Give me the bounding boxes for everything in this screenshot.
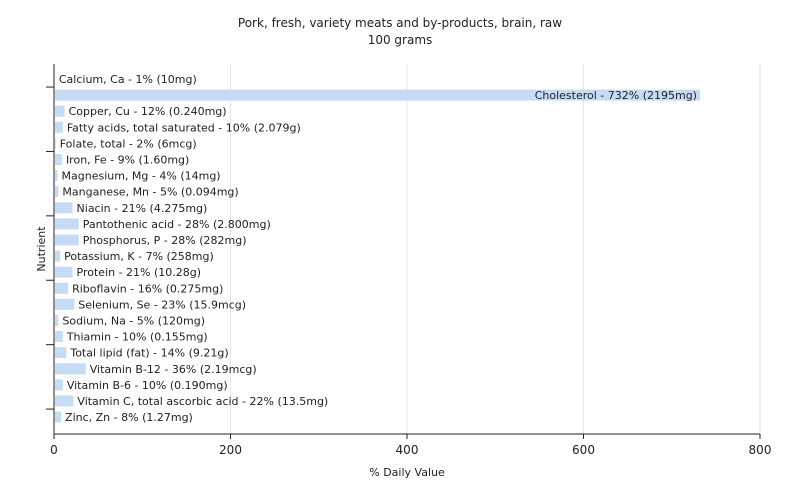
bar xyxy=(55,298,75,310)
bar xyxy=(55,411,62,423)
bar-label: Thiamin - 10% (0.155mg) xyxy=(66,331,208,344)
bar-label: Vitamin C, total ascorbic acid - 22% (13… xyxy=(77,395,328,408)
bar-label: Zinc, Zn - 8% (1.27mg) xyxy=(65,411,193,424)
bar xyxy=(55,266,73,278)
bar xyxy=(55,347,67,359)
bar xyxy=(55,234,79,246)
bar-label: Calcium, Ca - 1% (10mg) xyxy=(59,73,197,86)
chart-title: Pork, fresh, variety meats and by-produc… xyxy=(238,16,562,30)
x-tick-label: 0 xyxy=(50,443,58,457)
bar xyxy=(55,282,69,294)
bar-label: Magnesium, Mg - 4% (14mg) xyxy=(62,170,221,183)
bar xyxy=(55,170,58,182)
x-tick-label: 400 xyxy=(396,443,419,457)
bar-label: Cholesterol - 732% (2195mg) xyxy=(535,89,697,102)
bar-label: Manganese, Mn - 5% (0.094mg) xyxy=(62,186,238,199)
bar xyxy=(55,250,61,262)
bar xyxy=(55,395,74,407)
bar xyxy=(55,363,86,375)
bar-label: Fatty acids, total saturated - 10% (2.07… xyxy=(67,121,301,134)
x-axis-ticks: 0 200 400 600 800 xyxy=(50,434,771,457)
bar-label: Folate, total - 2% (6mcg) xyxy=(60,137,197,150)
y-axis-ticks xyxy=(46,86,54,410)
bar-label: Vitamin B-6 - 10% (0.190mg) xyxy=(67,379,228,392)
bar-label: Potassium, K - 7% (258mg) xyxy=(64,250,214,263)
x-tick-label: 800 xyxy=(749,443,772,457)
bar xyxy=(55,379,63,391)
bar-label: Protein - 21% (10.28g) xyxy=(77,266,202,279)
bar-label: Total lipid (fat) - 14% (9.21g) xyxy=(69,347,228,360)
bar xyxy=(55,89,700,101)
gridlines xyxy=(230,64,761,434)
bar-labels: Calcium, Ca - 1% (10mg) Cholesterol - 732… xyxy=(59,73,697,424)
bar xyxy=(55,121,63,133)
bar-label: Copper, Cu - 12% (0.240mg) xyxy=(69,105,227,118)
bar xyxy=(55,186,59,198)
bar-label: Vitamin B-12 - 36% (2.19mcg) xyxy=(90,363,257,376)
bar-label: Niacin - 21% (4.275mg) xyxy=(77,202,208,215)
bar-label: Riboflavin - 16% (0.275mg) xyxy=(72,282,223,295)
bar-label: Selenium, Se - 23% (15.9mcg) xyxy=(78,298,246,311)
bar-label: Pantothenic acid - 28% (2.800mg) xyxy=(83,218,271,231)
bars xyxy=(55,89,700,423)
bar-label: Iron, Fe - 9% (1.60mg) xyxy=(66,154,189,167)
x-tick-label: 600 xyxy=(572,443,595,457)
bar xyxy=(55,154,62,165)
bar xyxy=(55,315,59,326)
x-tick-label: 200 xyxy=(219,443,242,457)
chart-subtitle: 100 grams xyxy=(368,33,433,47)
bar-label: Sodium, Na - 5% (120mg) xyxy=(62,315,205,328)
x-axis-label: % Daily Value xyxy=(369,466,445,479)
bar xyxy=(55,331,63,343)
bar xyxy=(55,137,56,149)
bar-label: Phosphorus, P - 28% (282mg) xyxy=(83,234,247,247)
bar xyxy=(55,218,79,230)
bar xyxy=(55,202,73,214)
y-axis-label: Nutrient xyxy=(35,226,48,272)
bar xyxy=(55,105,65,117)
